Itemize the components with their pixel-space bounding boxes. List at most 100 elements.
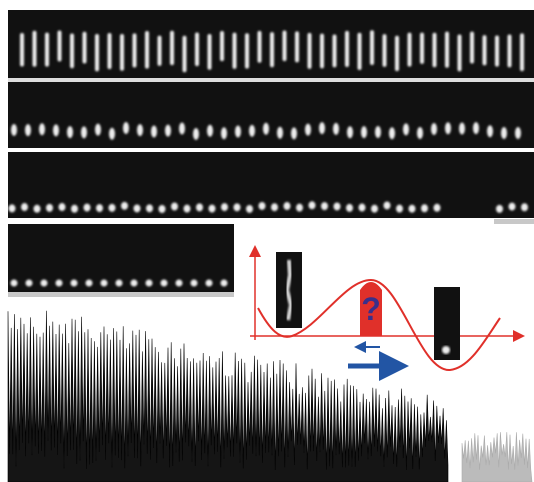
blob bbox=[521, 203, 528, 211]
blob bbox=[245, 33, 249, 68]
blob bbox=[34, 205, 41, 213]
figure: ? bbox=[0, 0, 534, 482]
blob bbox=[271, 203, 278, 211]
blob bbox=[433, 33, 437, 67]
blob bbox=[209, 205, 216, 213]
blob bbox=[83, 32, 87, 64]
blob bbox=[179, 123, 185, 135]
blob bbox=[487, 125, 493, 137]
blob bbox=[170, 31, 174, 65]
blob bbox=[21, 203, 28, 211]
blob bbox=[70, 34, 74, 69]
blob bbox=[277, 127, 283, 139]
blob bbox=[161, 280, 168, 287]
blob bbox=[101, 280, 108, 287]
blob bbox=[71, 205, 78, 213]
blob bbox=[67, 126, 73, 138]
blob bbox=[46, 204, 53, 212]
blob bbox=[434, 204, 441, 212]
blob bbox=[370, 30, 374, 65]
waveform-faded bbox=[462, 432, 532, 482]
blob bbox=[233, 33, 237, 69]
blob bbox=[520, 33, 524, 71]
strip bbox=[8, 82, 534, 148]
blob bbox=[176, 280, 183, 287]
blob bbox=[220, 31, 224, 61]
blob bbox=[295, 31, 299, 62]
blob bbox=[145, 31, 149, 69]
blob bbox=[195, 33, 199, 67]
blob bbox=[305, 124, 311, 136]
blob bbox=[193, 128, 199, 140]
blob bbox=[11, 280, 18, 287]
blob bbox=[509, 203, 516, 211]
blob bbox=[26, 280, 33, 287]
blob bbox=[458, 34, 462, 71]
blob bbox=[183, 36, 187, 72]
blob bbox=[361, 126, 367, 138]
blob bbox=[208, 34, 212, 70]
blob bbox=[320, 34, 324, 69]
blob bbox=[146, 204, 153, 212]
blob bbox=[234, 203, 241, 211]
blob bbox=[421, 204, 428, 212]
divider bbox=[8, 78, 534, 82]
blob bbox=[270, 32, 274, 67]
blob bbox=[495, 36, 499, 67]
blob bbox=[347, 126, 353, 138]
blob bbox=[81, 126, 87, 138]
blob bbox=[308, 33, 312, 69]
blob bbox=[333, 123, 339, 135]
blob bbox=[296, 204, 303, 212]
blob bbox=[206, 280, 213, 287]
blob bbox=[109, 128, 115, 140]
blob bbox=[321, 202, 328, 210]
blob bbox=[58, 30, 62, 61]
blob bbox=[496, 205, 503, 213]
blob bbox=[371, 205, 378, 213]
blob bbox=[53, 124, 59, 136]
blob bbox=[408, 33, 412, 67]
inset-dot bbox=[442, 346, 450, 354]
blob bbox=[39, 123, 45, 135]
blob bbox=[86, 280, 93, 287]
blob bbox=[116, 280, 123, 287]
blob bbox=[359, 204, 366, 212]
blob bbox=[120, 34, 124, 71]
model-diagram: ? bbox=[250, 248, 522, 370]
blob bbox=[459, 122, 465, 134]
blob bbox=[158, 36, 162, 66]
blob bbox=[25, 124, 31, 136]
blob bbox=[96, 204, 103, 212]
blob bbox=[345, 31, 349, 67]
blob bbox=[20, 33, 24, 67]
blob bbox=[346, 204, 353, 212]
blob bbox=[56, 280, 63, 287]
blob bbox=[207, 125, 213, 137]
question-mark: ? bbox=[361, 291, 381, 327]
blob bbox=[221, 280, 228, 287]
blob bbox=[383, 34, 387, 67]
blob bbox=[184, 205, 191, 213]
blob bbox=[375, 126, 381, 138]
blob bbox=[221, 127, 227, 139]
blob bbox=[151, 126, 157, 138]
blob bbox=[284, 202, 291, 210]
blob bbox=[11, 124, 17, 136]
blob bbox=[473, 122, 479, 134]
blob bbox=[95, 34, 99, 71]
blob bbox=[171, 203, 178, 211]
blob bbox=[41, 280, 48, 287]
blob bbox=[470, 32, 474, 64]
blob bbox=[133, 33, 137, 67]
blob bbox=[420, 33, 424, 64]
blob bbox=[221, 203, 228, 211]
blob bbox=[384, 201, 391, 209]
blob bbox=[417, 127, 423, 139]
blob bbox=[121, 202, 128, 210]
blob bbox=[309, 201, 316, 209]
blob bbox=[515, 127, 521, 139]
blob bbox=[146, 280, 153, 287]
blob bbox=[389, 127, 395, 139]
blob bbox=[159, 205, 166, 213]
